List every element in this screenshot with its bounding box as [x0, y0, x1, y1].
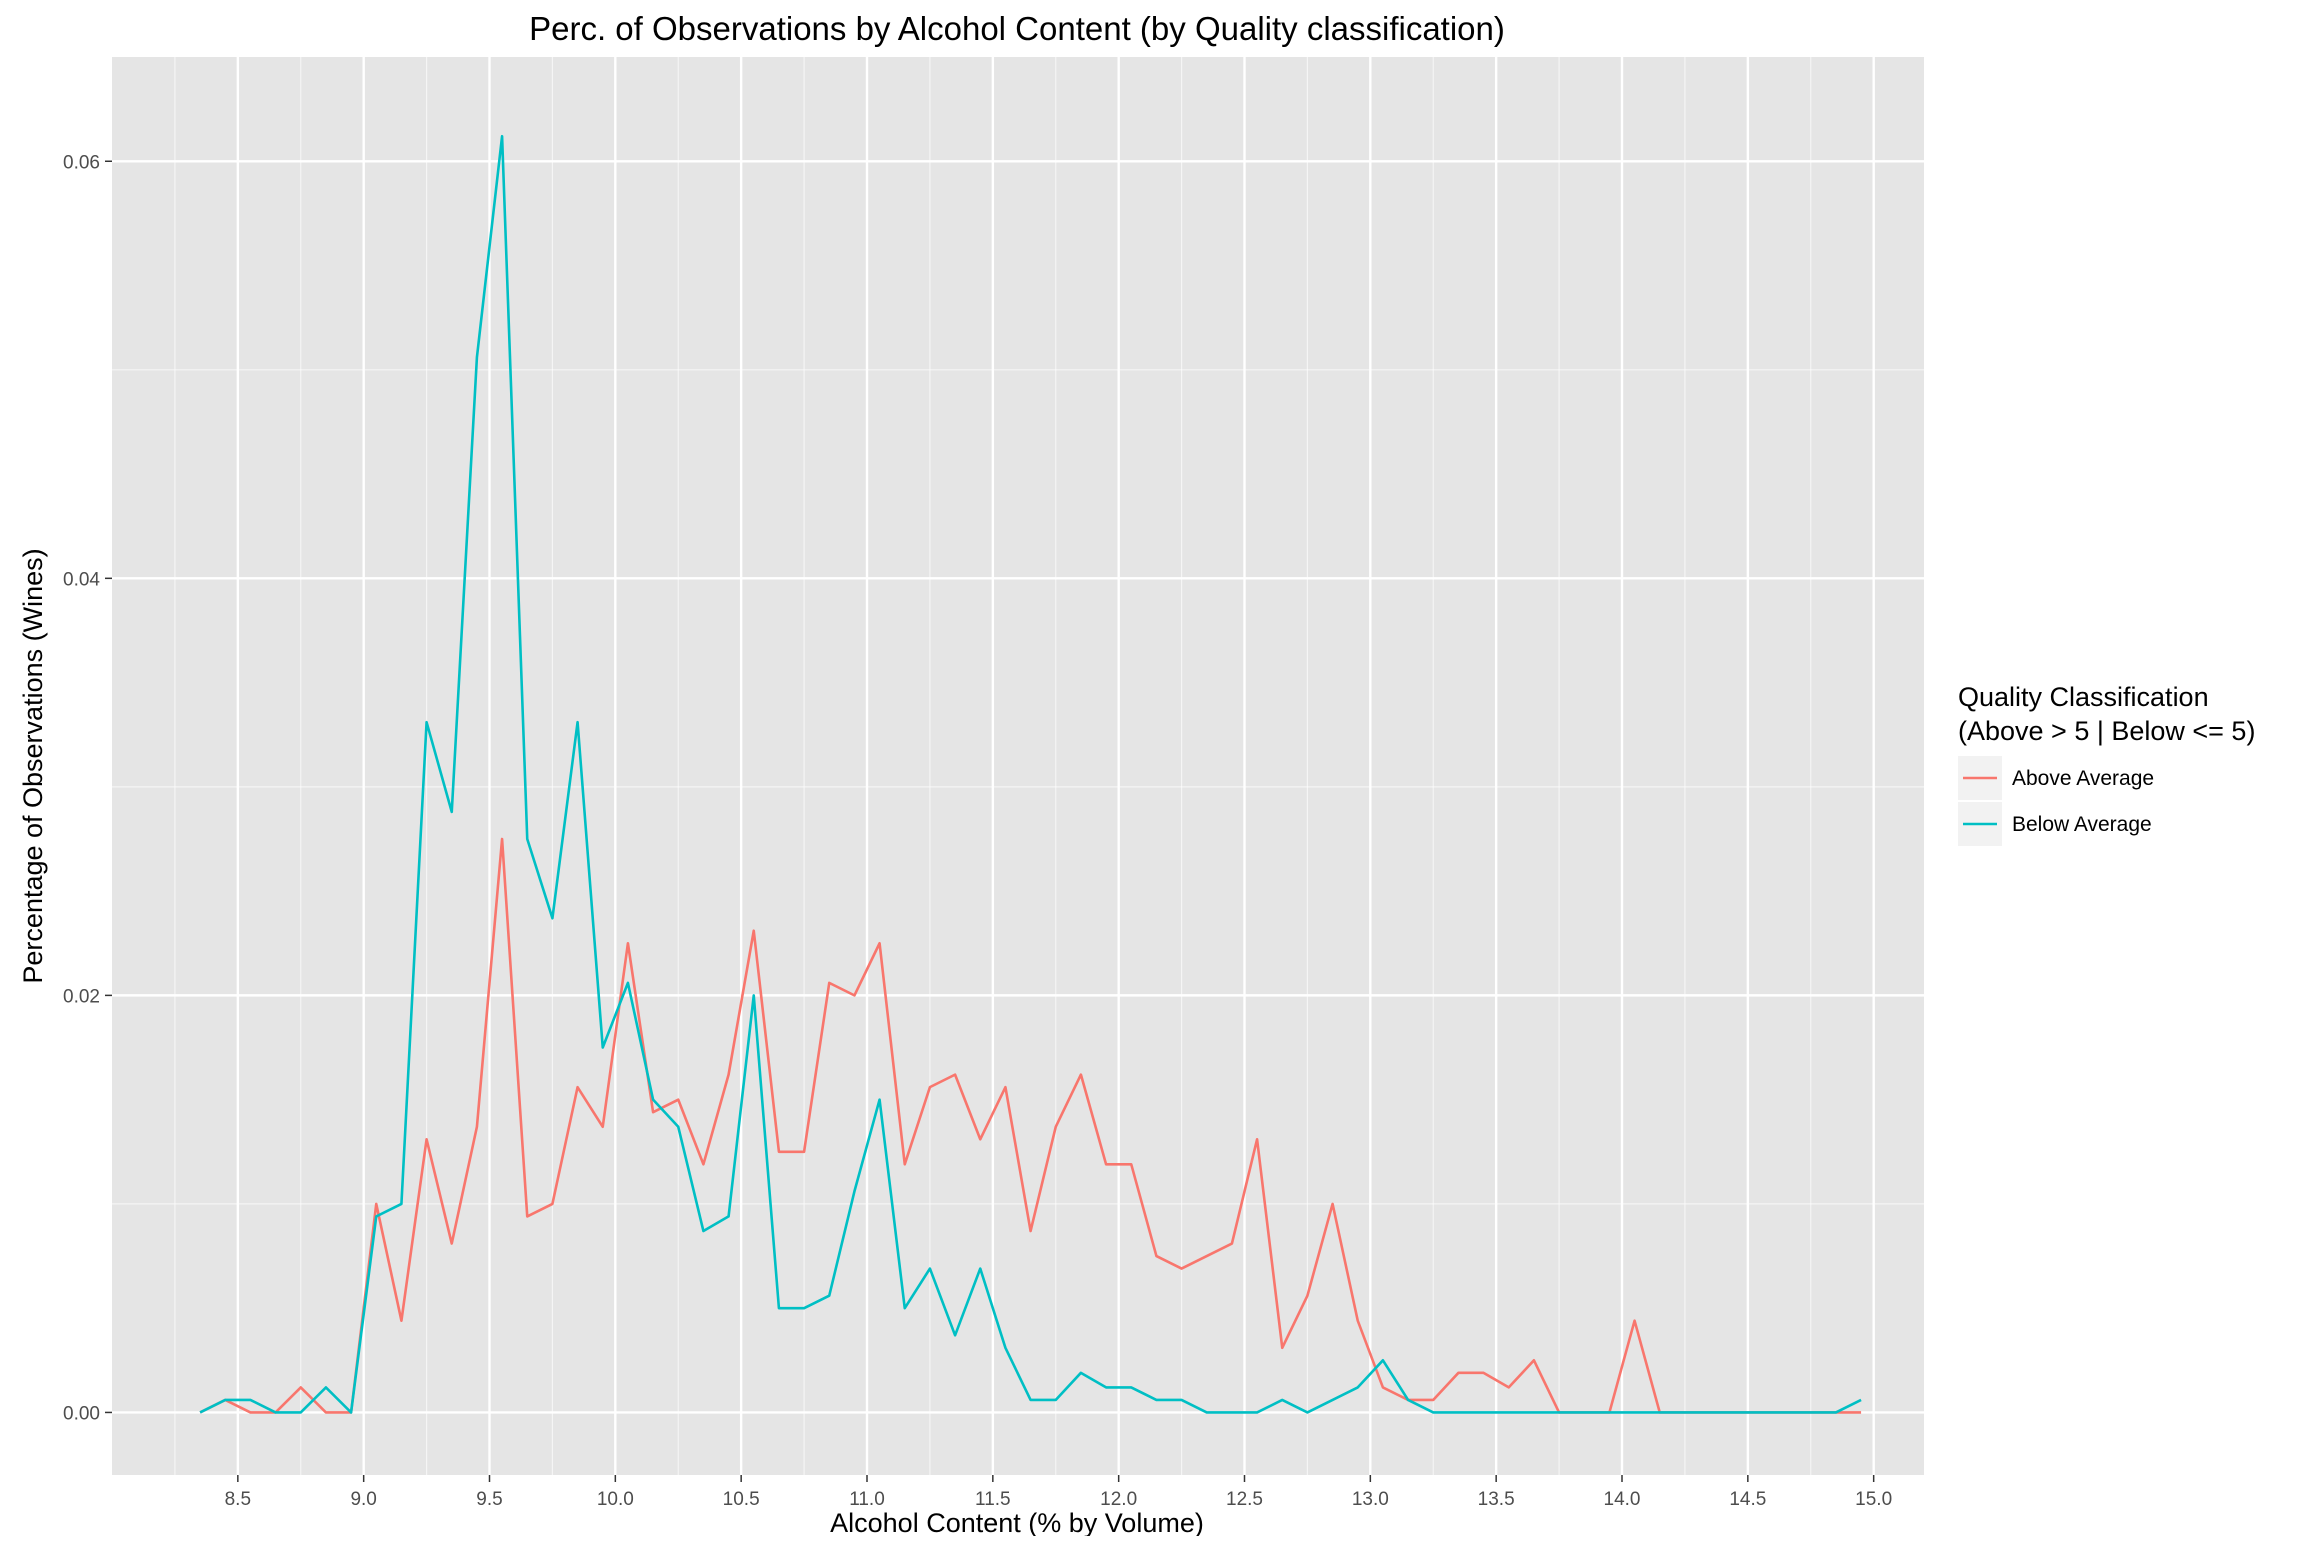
series-layer	[199, 134, 1862, 1414]
legend-title-line2: (Above > 5 | Below <= 5)	[1958, 716, 2255, 746]
x-tick-label: 9.5	[476, 1489, 502, 1510]
y-tick-label: 0.02	[63, 986, 100, 1007]
legend: Quality Classification (Above > 5 | Belo…	[1958, 682, 2255, 846]
grid-major	[112, 57, 1924, 1475]
x-tick-label: 12.0	[1100, 1489, 1137, 1510]
x-tick-label: 13.0	[1352, 1489, 1389, 1510]
x-tick-label: 10.5	[723, 1489, 760, 1510]
x-axis-title: Alcohol Content (% by Volume)	[830, 1508, 1204, 1536]
x-tick-label: 10.0	[597, 1489, 634, 1510]
y-tick-label: 0.00	[63, 1403, 100, 1424]
y-tick-label: 0.06	[63, 152, 100, 173]
x-tick-label: 9.0	[350, 1489, 376, 1510]
legend-label-above-average: Above Average	[2012, 767, 2154, 790]
x-tick-label: 8.5	[225, 1489, 251, 1510]
grid-minor	[112, 57, 1924, 1475]
y-axis-title: Percentage of Observations (Wines)	[18, 548, 48, 983]
legend-items: Above Average Below Average	[1958, 756, 2154, 846]
legend-label-below-average: Below Average	[2012, 813, 2152, 836]
x-axis: 8.5 9.0 9.5 10.0 10.5 11.0 11.5 12.0 12.5 13.0 13.…	[225, 1475, 1892, 1510]
x-tick-label: 15.0	[1855, 1489, 1892, 1510]
y-tick-label: 0.04	[63, 569, 100, 590]
x-tick-label: 11.0	[849, 1489, 885, 1510]
y-axis: 0.00 0.02 0.04 0.06	[63, 152, 112, 1424]
x-tick-label: 13.5	[1478, 1489, 1515, 1510]
x-tick-label: 14.0	[1604, 1489, 1641, 1510]
x-tick-label: 11.5	[975, 1489, 1011, 1510]
chart-title: Perc. of Observations by Alcohol Content…	[529, 10, 1505, 47]
series-line-below-average	[199, 134, 1862, 1414]
legend-title-line1: Quality Classification	[1958, 682, 2209, 712]
plot-panel	[112, 57, 1924, 1475]
x-tick-label: 14.5	[1729, 1489, 1766, 1510]
x-tick-label: 12.5	[1226, 1489, 1263, 1510]
